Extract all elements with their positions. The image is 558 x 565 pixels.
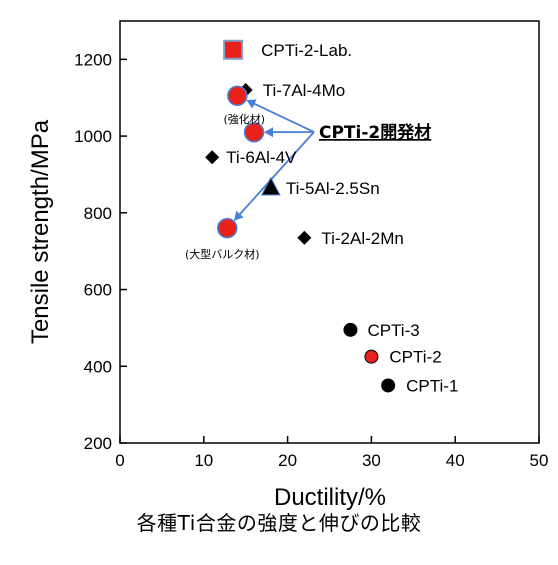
- axis-ticks: 0 10 20 30 40 50 200 400 600 800 1000 1200: [74, 50, 548, 470]
- data-label: CPTi-1: [406, 376, 458, 395]
- data-label: Ti-7Al-4Mo: [263, 81, 346, 100]
- x-tick-label: 20: [278, 451, 297, 470]
- y-tick-label: 400: [84, 357, 112, 376]
- data-label: CPTi-2: [389, 348, 441, 367]
- data-point-square: [223, 39, 244, 60]
- developed-point: [243, 122, 265, 143]
- x-tick-label: 30: [362, 451, 381, 470]
- data-label: Ti-5Al-2.5Sn: [286, 179, 380, 198]
- data-marks: [205, 39, 396, 393]
- developed-point: [217, 217, 238, 239]
- figure-caption: 各種Ti合金の強度と伸びの比較: [136, 511, 422, 535]
- y-axis-label: Tensile strength/MPa: [27, 119, 54, 344]
- developed-arrow: [233, 131, 315, 221]
- x-tick-label: 50: [530, 451, 549, 470]
- y-tick-label: 800: [84, 204, 112, 223]
- developed-arrow: [246, 99, 315, 133]
- arrows: [233, 99, 315, 221]
- data-point-circle: [364, 349, 379, 364]
- plot-frame: [119, 20, 540, 444]
- y-tick-label: 600: [84, 281, 112, 300]
- data-labels: CPTi-2-Lab. Ti-7Al-4Mo Ti-6Al-4V Ti-5Al-2.5…: [185, 41, 458, 396]
- data-label: Ti-6Al-4V: [226, 148, 297, 167]
- y-tick-label: 1000: [74, 127, 112, 146]
- x-tick-label: 10: [194, 451, 213, 470]
- developed-series-label: CPTi-2開発材: [319, 122, 431, 143]
- x-tick-label: 0: [115, 451, 124, 470]
- data-point-circle: [381, 378, 396, 393]
- data-label: CPTi-3: [367, 321, 419, 340]
- developed-note: (強化材): [224, 112, 266, 126]
- developed-point: [227, 85, 248, 107]
- y-tick-label: 1200: [74, 50, 112, 69]
- data-point-diamond: [205, 150, 220, 165]
- developed-note: (大型バルク材): [185, 247, 260, 261]
- data-point-triangle: [261, 176, 281, 196]
- data-point-circle: [343, 322, 358, 337]
- data-label: CPTi-2-Lab.: [261, 41, 352, 60]
- data-point-diamond: [297, 230, 312, 245]
- y-tick-label: 200: [84, 434, 112, 453]
- x-tick-label: 40: [446, 451, 465, 470]
- data-label: Ti-2Al-2Mn: [321, 229, 404, 248]
- x-axis-label: Ductility/%: [274, 484, 386, 511]
